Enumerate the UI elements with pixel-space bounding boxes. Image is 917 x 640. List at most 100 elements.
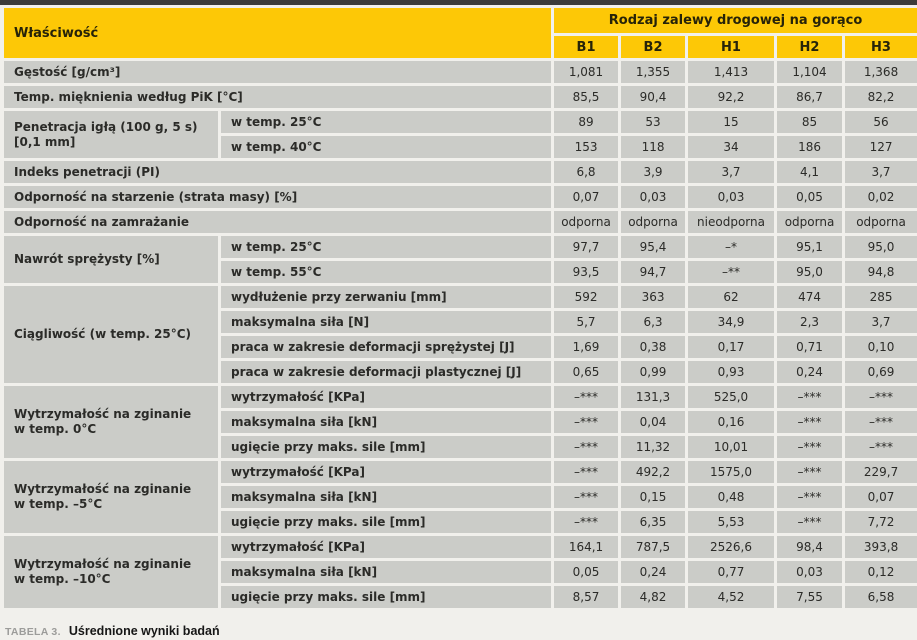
value-cell: 95,0: [777, 261, 843, 283]
value-cell: 0,24: [621, 561, 686, 583]
table-row: ugięcie przy maks. sile [mm] –*** 11,32 10,…: [4, 436, 917, 458]
value-cell: 0,77: [688, 561, 775, 583]
value-cell: 5,53: [688, 511, 775, 533]
sub-property-label: wydłużenie przy zerwaniu [mm]: [221, 286, 552, 308]
value-cell: –***: [554, 461, 619, 483]
value-cell: 3,7: [845, 311, 917, 333]
sub-property-label: praca w zakresie deformacji sprężystej […: [221, 336, 552, 358]
column-header-b2: B2: [621, 36, 686, 58]
value-cell: 53: [621, 111, 686, 133]
properties-table: Właściwość Rodzaj zalewy drogowej na gor…: [1, 5, 917, 611]
table-row: maksymalna siła [kN] –*** 0,04 0,16 –*** –***: [4, 411, 917, 433]
value-cell: –***: [777, 461, 843, 483]
value-cell: 0,03: [777, 561, 843, 583]
value-cell: 98,4: [777, 536, 843, 558]
value-cell: 56: [845, 111, 917, 133]
header-row-columns: B1 B2 H1 H2 H3: [4, 36, 917, 58]
value-cell: 787,5: [621, 536, 686, 558]
table-row: maksymalna siła [kN] –*** 0,15 0,48 –*** 0,07: [4, 486, 917, 508]
table-row: Ciągliwość (w temp. 25°C) wydłużenie przy…: [4, 286, 917, 383]
value-cell: 6,8: [554, 161, 619, 183]
value-cell: 0,03: [621, 186, 686, 208]
value-cell: 62: [688, 286, 775, 308]
table-row: maksymalna siła [kN] 0,05 0,24 0,77 0,03 0,12: [4, 561, 917, 583]
property-label: Wytrzymałość na zginanie w temp. 0°C: [4, 386, 218, 458]
property-label: Gęstość [g/cm³]: [4, 61, 552, 83]
top-dark-strip: [0, 0, 917, 5]
value-cell: 0,07: [845, 486, 917, 508]
value-cell: –***: [777, 411, 843, 433]
table-row: Odporność na zamrażanie odporna odporna nie…: [4, 211, 917, 233]
table-row: Wytrzymałość na zginanie w temp. 0°C wytr…: [4, 386, 917, 458]
value-cell: 393,8: [845, 536, 917, 558]
value-cell: 492,2: [621, 461, 686, 483]
value-cell: nieodporna: [688, 211, 775, 233]
table-header: Właściwość Rodzaj zalewy drogowej na gor…: [4, 8, 917, 58]
table-row: w temp. 40°C 153 118 34 186 127: [4, 136, 917, 158]
value-cell: –***: [777, 386, 843, 408]
value-cell: –***: [554, 436, 619, 458]
value-cell: 592: [554, 286, 619, 308]
sub-property-label: wytrzymałość [KPa]: [221, 536, 552, 558]
table-row: Nawrót sprężysty [%] w temp. 25°C 97,7 95,4…: [4, 236, 917, 283]
table-row: ugięcie przy maks. sile [mm] 8,57 4,82 4,52…: [4, 586, 917, 608]
value-cell: 86,7: [777, 86, 843, 108]
table-caption: TABELA 3. Uśrednione wyniki badań: [5, 620, 917, 639]
value-cell: 6,58: [845, 586, 917, 608]
value-cell: 0,69: [845, 361, 917, 383]
value-cell: 90,4: [621, 86, 686, 108]
value-cell: 4,82: [621, 586, 686, 608]
sub-property-label: maksymalna siła [kN]: [221, 486, 552, 508]
value-cell: 1,69: [554, 336, 619, 358]
value-cell: 0,07: [554, 186, 619, 208]
value-cell: 85: [777, 111, 843, 133]
value-cell: 474: [777, 286, 843, 308]
sub-property-label: wytrzymałość [KPa]: [221, 386, 552, 408]
value-cell: 34,9: [688, 311, 775, 333]
table-body: Gęstość [g/cm³] 1,081 1,355 1,413 1,104 1,368…: [4, 61, 917, 608]
value-cell: 1,104: [777, 61, 843, 83]
value-cell: 3,7: [845, 161, 917, 183]
value-cell: 89: [554, 111, 619, 133]
value-cell: 0,48: [688, 486, 775, 508]
property-label: Wytrzymałość na zginanie w temp. –5°C: [4, 461, 218, 533]
column-header-b1: B1: [554, 36, 619, 58]
property-label: Temp. mięknienia według PiK [°C]: [4, 86, 552, 108]
value-cell: 0,05: [554, 561, 619, 583]
table-row: Odporność na starzenie (strata masy) [%]…: [4, 186, 917, 208]
property-label: Nawrót sprężysty [%]: [4, 236, 218, 283]
value-cell: –***: [554, 386, 619, 408]
table-row: praca w zakresie deformacji plastycznej …: [4, 361, 917, 383]
sub-property-label: wytrzymałość [KPa]: [221, 461, 552, 483]
value-cell: –***: [777, 436, 843, 458]
sub-property-label: maksymalna siła [kN]: [221, 561, 552, 583]
sub-property-label: maksymalna siła [kN]: [221, 411, 552, 433]
value-cell: 0,10: [845, 336, 917, 358]
value-cell: –***: [777, 511, 843, 533]
sub-property-label: maksymalna siła [N]: [221, 311, 552, 333]
value-cell: 363: [621, 286, 686, 308]
value-cell: 7,55: [777, 586, 843, 608]
table-row: w temp. 55°C 93,5 94,7 –** 95,0 94,8: [4, 261, 917, 283]
value-cell: 6,35: [621, 511, 686, 533]
value-cell: 85,5: [554, 86, 619, 108]
value-cell: 93,5: [554, 261, 619, 283]
value-cell: 2526,6: [688, 536, 775, 558]
column-header-group: Rodzaj zalewy drogowej na gorąco: [554, 8, 917, 33]
value-cell: 94,8: [845, 261, 917, 283]
value-cell: 0,24: [777, 361, 843, 383]
sub-property-label: w temp. 25°C: [221, 236, 552, 258]
value-cell: 0,93: [688, 361, 775, 383]
value-cell: –***: [845, 411, 917, 433]
value-cell: 10,01: [688, 436, 775, 458]
value-cell: 34: [688, 136, 775, 158]
value-cell: –***: [845, 436, 917, 458]
value-cell: 0,65: [554, 361, 619, 383]
value-cell: 0,71: [777, 336, 843, 358]
value-cell: –***: [554, 486, 619, 508]
sub-property-label: ugięcie przy maks. sile [mm]: [221, 436, 552, 458]
value-cell: –***: [777, 486, 843, 508]
value-cell: 92,2: [688, 86, 775, 108]
sub-property-label: w temp. 55°C: [221, 261, 552, 283]
table-row: Wytrzymałość na zginanie w temp. –10°C wy…: [4, 536, 917, 608]
